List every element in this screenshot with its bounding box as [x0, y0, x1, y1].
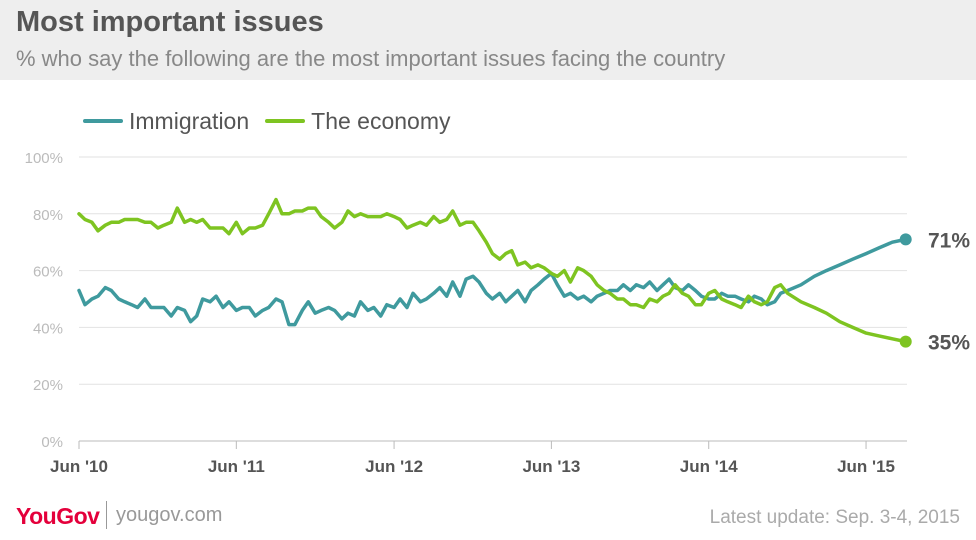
legend-label-immigration: Immigration	[129, 107, 250, 134]
x-tick-label: Jun '10	[50, 457, 108, 476]
legend-swatch-economy	[265, 119, 306, 123]
x-tick-label: Jun '13	[522, 457, 580, 476]
latest-update: Latest update: Sep. 3-4, 2015	[709, 507, 960, 528]
legend-item-immigration: Immigration	[83, 108, 249, 135]
y-tick-label: 60%	[33, 264, 63, 281]
y-tick-label: 80%	[33, 207, 63, 224]
y-tick-label: 40%	[33, 320, 63, 337]
y-tick-label: 100%	[25, 150, 63, 167]
x-tick-label: Jun '15	[837, 457, 895, 476]
x-tick-label: Jun '11	[208, 457, 265, 476]
legend-label-economy: The economy	[311, 107, 451, 134]
y-tick-label: 20%	[33, 377, 63, 394]
end-label-economy: 35%	[928, 332, 970, 355]
chart-subtitle: % who say the following are the most imp…	[16, 46, 726, 71]
end-point-immigration	[899, 233, 912, 246]
legend-item-economy: The economy	[265, 107, 451, 135]
legend: Immigration The economy	[83, 106, 467, 136]
series-line-economy	[77, 197, 908, 344]
footer-divider	[106, 501, 107, 529]
yougov-logo: YouGov	[16, 503, 100, 529]
end-point-economy	[899, 335, 912, 348]
chart-title: Most important issues	[16, 6, 324, 38]
end-label-immigration: 71%	[928, 229, 970, 252]
x-tick-label: Jun '14	[680, 457, 738, 476]
footer-site: yougov.com	[116, 504, 223, 526]
y-tick-label: 0%	[41, 434, 63, 451]
chart-header: Most important issues % who say the foll…	[0, 0, 976, 80]
legend-swatch-immigration	[83, 119, 123, 123]
x-tick-label: Jun '12	[365, 457, 423, 476]
